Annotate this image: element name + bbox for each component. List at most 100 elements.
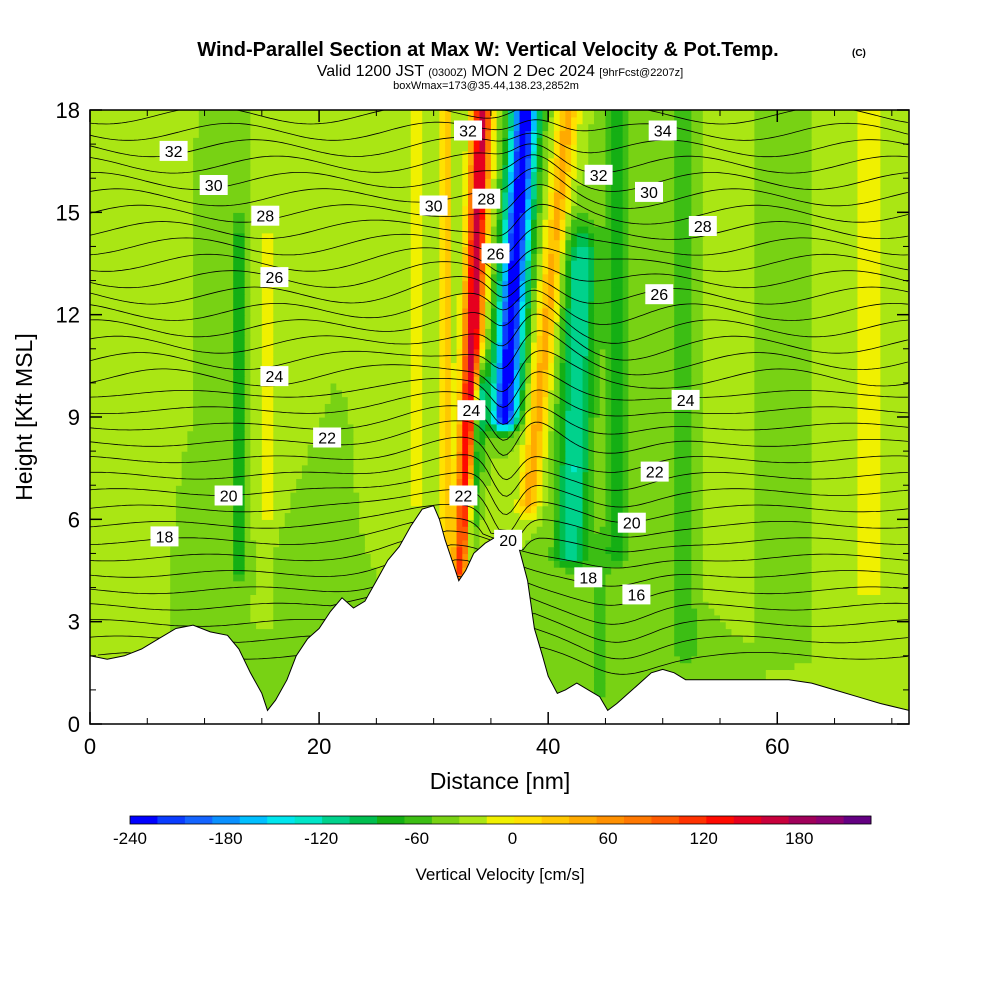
- velocity-cell: [702, 348, 755, 357]
- velocity-cell: [410, 464, 423, 473]
- velocity-cell: [473, 335, 481, 343]
- velocity-cell: [588, 239, 595, 248]
- velocity-cell: [548, 123, 555, 132]
- velocity-cell: [691, 280, 704, 288]
- velocity-cell: [261, 457, 274, 466]
- velocity-cell: [410, 253, 423, 261]
- velocity-cell: [410, 232, 423, 241]
- velocity-cell: [468, 307, 481, 316]
- velocity-cell: [548, 355, 555, 364]
- velocity-cell: [468, 191, 475, 200]
- velocity-cell: [754, 130, 813, 138]
- velocity-cell: [811, 123, 859, 132]
- velocity-cell: [594, 519, 607, 527]
- velocity-cell: [508, 110, 515, 118]
- velocity-cell: [536, 137, 544, 145]
- velocity-cell: [410, 116, 423, 125]
- velocity-cell: [479, 485, 486, 493]
- velocity-cell: [548, 157, 555, 166]
- velocity-cell: [531, 662, 595, 671]
- velocity-cell: [697, 628, 733, 636]
- velocity-cell: [90, 457, 183, 466]
- velocity-cell: [531, 266, 538, 275]
- velocity-cell: [542, 280, 549, 288]
- velocity-cell: [536, 369, 544, 377]
- velocity-cell: [548, 219, 555, 227]
- velocity-cell: [462, 246, 469, 254]
- velocity-cell: [422, 376, 440, 384]
- velocity-cell: [691, 355, 704, 364]
- velocity-cell: [462, 512, 469, 520]
- velocity-cell: [674, 287, 692, 295]
- velocity-cell: [857, 430, 881, 439]
- velocity-cell: [571, 369, 584, 377]
- velocity-cell: [90, 526, 177, 534]
- velocity-cell: [485, 423, 492, 432]
- velocity-cell: [468, 314, 481, 323]
- velocity-cell: [691, 601, 710, 609]
- velocity-cell: [588, 389, 595, 398]
- velocity-cell: [525, 321, 532, 329]
- velocity-cell: [445, 526, 458, 534]
- colorbar-title: Vertical Velocity [cm/s]: [415, 865, 584, 884]
- velocity-cell: [519, 171, 526, 179]
- velocity-cell: [90, 594, 171, 602]
- velocity-cell: [611, 403, 624, 411]
- velocity-cell: [702, 287, 755, 295]
- velocity-cell: [422, 355, 440, 364]
- velocity-cell: [611, 485, 624, 493]
- velocity-cell: [754, 150, 813, 159]
- velocity-cell: [553, 396, 561, 404]
- velocity-cell: [594, 478, 607, 486]
- velocity-cell: [445, 130, 452, 138]
- velocity-cell: [605, 498, 612, 507]
- velocity-cell: [622, 485, 629, 493]
- velocity-cell: [628, 335, 675, 343]
- velocity-cell: [611, 417, 624, 425]
- velocity-cell: [691, 307, 704, 316]
- velocity-cell: [462, 348, 469, 357]
- velocity-cell: [674, 219, 692, 227]
- velocity-cell: [811, 553, 859, 561]
- velocity-cell: [674, 573, 692, 582]
- velocity-cell: [594, 662, 607, 671]
- velocity-cell: [502, 225, 509, 234]
- velocity-cell: [359, 512, 440, 520]
- velocity-cell: [565, 225, 572, 234]
- velocity-cell: [588, 137, 607, 145]
- velocity-cell: [468, 389, 475, 398]
- velocity-cell: [462, 444, 469, 452]
- velocity-cell: [691, 430, 704, 439]
- velocity-cell: [525, 198, 532, 207]
- velocity-cell: [439, 246, 446, 254]
- velocity-cell: [445, 137, 452, 145]
- velocity-cell: [508, 266, 521, 275]
- velocity-cell: [490, 389, 498, 398]
- velocity-cell: [353, 485, 412, 493]
- velocity-cell: [502, 396, 509, 404]
- velocity-cell: [90, 635, 171, 643]
- velocity-cell: [233, 457, 246, 466]
- velocity-cell: [261, 478, 274, 486]
- velocity-cell: [691, 191, 704, 200]
- velocity-cell: [628, 444, 675, 452]
- velocity-cell: [576, 539, 584, 548]
- colorbar-frame: [129, 815, 872, 825]
- velocity-cell: [559, 403, 566, 411]
- velocity-cell: [456, 382, 463, 391]
- velocity-cell: [628, 376, 675, 384]
- velocity-cell: [536, 307, 544, 316]
- velocity-cell: [857, 444, 881, 452]
- velocity-cell: [410, 478, 423, 486]
- velocity-cell: [857, 335, 881, 343]
- velocity-cell: [565, 164, 572, 172]
- velocity-cell: [611, 335, 624, 343]
- velocity-cell: [479, 369, 486, 377]
- velocity-cell: [553, 451, 561, 459]
- velocity-cell: [193, 369, 234, 377]
- svg-text:22: 22: [646, 465, 664, 482]
- x-tick-label: 20: [307, 734, 331, 759]
- velocity-cell: [754, 376, 813, 384]
- velocity-cell: [611, 301, 624, 309]
- velocity-cell: [410, 280, 423, 288]
